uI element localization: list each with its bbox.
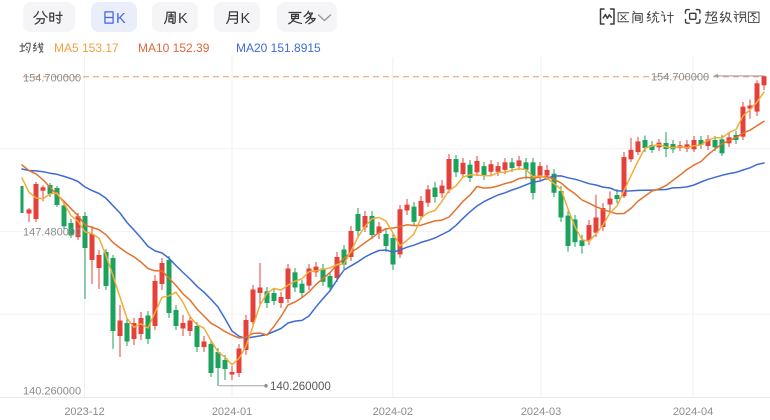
- svg-text:140.260000: 140.260000: [23, 386, 81, 398]
- svg-text:K: K: [116, 11, 126, 27]
- svg-text:2024-03: 2024-03: [521, 406, 561, 418]
- svg-text:MA5 153.17: MA5 153.17: [54, 41, 119, 55]
- svg-text:154.700000: 154.700000: [651, 71, 709, 83]
- svg-text:154.700000: 154.700000: [23, 72, 81, 84]
- svg-text:2024-02: 2024-02: [373, 406, 413, 418]
- svg-text:2024-04: 2024-04: [673, 406, 713, 418]
- svg-text:140.260000: 140.260000: [270, 381, 331, 393]
- svg-text:MA10 152.39: MA10 152.39: [138, 41, 210, 55]
- svg-text:2024-01: 2024-01: [212, 406, 252, 418]
- svg-text:147.480000: 147.480000: [23, 227, 81, 239]
- svg-text:K: K: [241, 11, 251, 27]
- svg-text:K: K: [178, 11, 188, 27]
- svg-text:2023-12: 2023-12: [64, 406, 104, 418]
- svg-text:MA20 151.8915: MA20 151.8915: [236, 41, 321, 55]
